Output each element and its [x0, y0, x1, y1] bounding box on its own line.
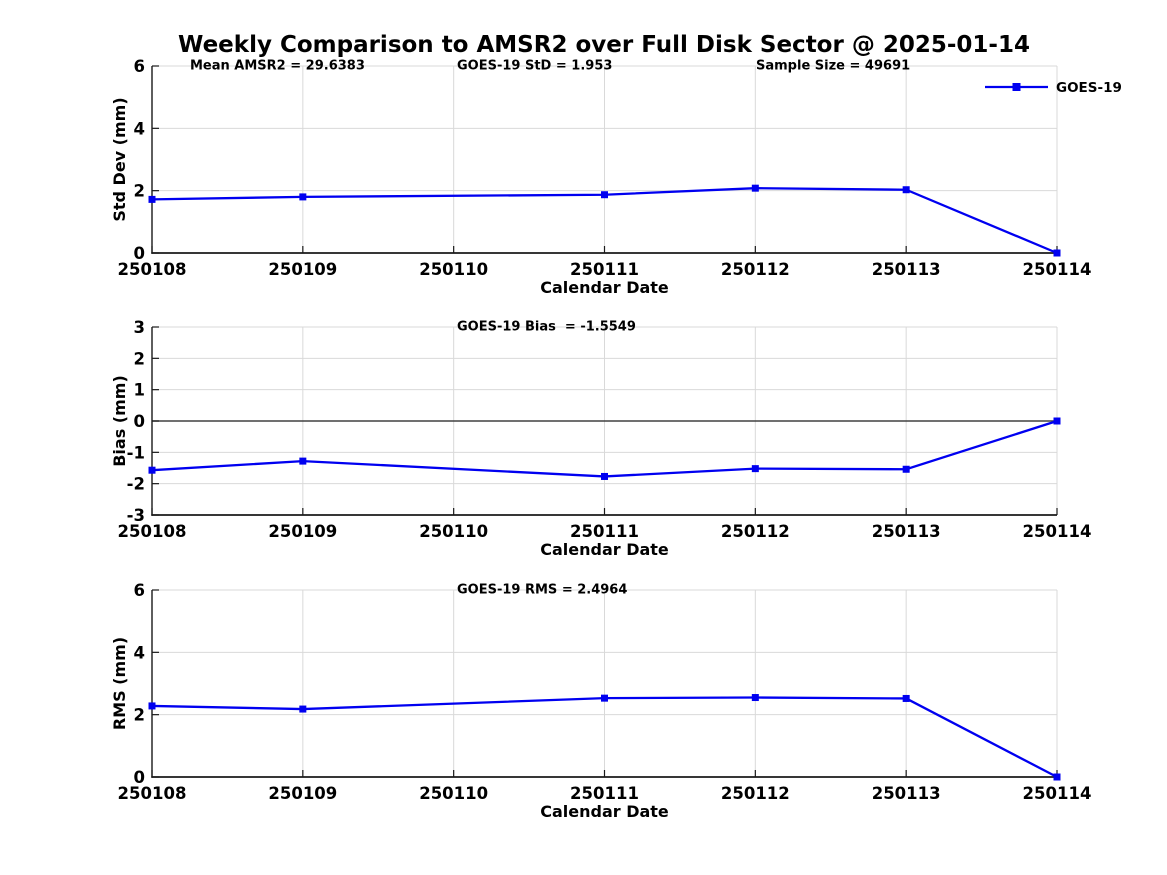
y-axis-label: RMS (mm): [110, 637, 129, 730]
y-axis-label: Bias (mm): [110, 375, 129, 467]
series-marker-goes19: [601, 191, 608, 199]
y-tick-label: -3: [127, 506, 145, 525]
x-tick-label: 250110: [419, 522, 488, 541]
x-tick-label: 250109: [268, 522, 337, 541]
series-marker-goes19: [148, 466, 156, 474]
stat-annotation: Sample Size = 49691: [756, 59, 910, 74]
series-line-goes19: [151, 696, 1058, 779]
x-tick-label: 250113: [872, 522, 941, 541]
series-marker-goes19: [1053, 773, 1061, 781]
x-tick-label: 250114: [1023, 260, 1092, 279]
x-tick-label: 250110: [419, 784, 488, 803]
y-tick-label: 2: [134, 706, 145, 725]
series-marker-goes19: [148, 195, 156, 203]
series-line-goes19: [151, 419, 1058, 478]
x-tick-label: 250109: [268, 784, 337, 803]
y-tick-label: 4: [134, 119, 145, 138]
series-marker-goes19: [751, 694, 759, 702]
series-marker-goes19: [751, 465, 759, 473]
x-tick-label: 250108: [118, 784, 187, 803]
x-tick-label: 250113: [872, 784, 941, 803]
legend-marker-square: [1012, 83, 1021, 91]
stat-annotation: GOES-19 Bias = -1.5549: [457, 320, 636, 335]
y-tick-label: 2: [134, 349, 145, 368]
y-tick-label: 0: [134, 412, 145, 431]
x-tick-label: 250114: [1023, 784, 1092, 803]
stat-annotation: GOES-19 RMS = 2.4964: [457, 583, 627, 598]
x-tick-label: 250111: [570, 522, 639, 541]
x-tick-label: 250112: [721, 784, 790, 803]
x-tick-label: 250108: [118, 260, 187, 279]
series-line-goes19: [151, 187, 1058, 255]
x-tick-label: 250111: [570, 784, 639, 803]
legend: GOES-19: [985, 80, 1122, 96]
series-marker-goes19: [902, 186, 910, 194]
y-tick-label: -2: [127, 475, 145, 494]
series-marker-goes19: [1053, 249, 1061, 257]
series-marker-goes19: [902, 465, 910, 473]
x-tick-label: 250109: [268, 260, 337, 279]
y-tick-label: 4: [134, 643, 145, 662]
legend-label: GOES-19: [1056, 80, 1122, 96]
series-marker-goes19: [148, 702, 156, 710]
y-tick-label: 0: [134, 244, 145, 263]
y-tick-label: 6: [134, 581, 145, 600]
series-marker-goes19: [751, 184, 759, 192]
series-marker-goes19: [601, 694, 608, 702]
y-tick-label: -1: [127, 443, 145, 462]
rms-chart: 250108 250109 250110 250111 250112 250113 2501…: [110, 581, 1091, 821]
figure-title: Weekly Comparison to AMSR2 over Full Dis…: [178, 32, 1030, 58]
x-tick-label: 250112: [721, 522, 790, 541]
y-tick-label: 3: [134, 318, 145, 337]
x-tick-label: 250113: [872, 260, 941, 279]
x-axis-label: Calendar Date: [540, 540, 669, 559]
y-axis-label: Std Dev (mm): [110, 97, 129, 221]
series-marker-goes19: [902, 694, 910, 702]
std-dev-chart: 250108 250109 250110 250111 250112 250113 2501…: [110, 57, 1091, 297]
stat-annotation: Mean AMSR2 = 29.6383: [190, 59, 365, 74]
series-marker-goes19: [299, 193, 307, 201]
x-axis-label: Calendar Date: [540, 802, 669, 821]
y-tick-label: 2: [134, 182, 145, 201]
series-marker-goes19: [1053, 417, 1061, 425]
y-tick-label: 6: [134, 57, 145, 76]
y-tick-label: 0: [134, 768, 145, 787]
x-axis-label: Calendar Date: [540, 278, 669, 297]
x-tick-label: 250110: [419, 260, 488, 279]
x-tick-label: 250112: [721, 260, 790, 279]
y-tick-label: 1: [134, 381, 145, 400]
x-tick-label: 250111: [570, 260, 639, 279]
series-marker-goes19: [601, 472, 608, 480]
bias-chart: 250108 250109 250110 250111 250112 250113 2501…: [110, 318, 1091, 559]
x-tick-label: 250108: [118, 522, 187, 541]
x-tick-label: 250114: [1023, 522, 1092, 541]
series-marker-goes19: [299, 457, 307, 465]
stat-annotation: GOES-19 StD = 1.953: [457, 59, 612, 74]
series-marker-goes19: [299, 705, 307, 713]
